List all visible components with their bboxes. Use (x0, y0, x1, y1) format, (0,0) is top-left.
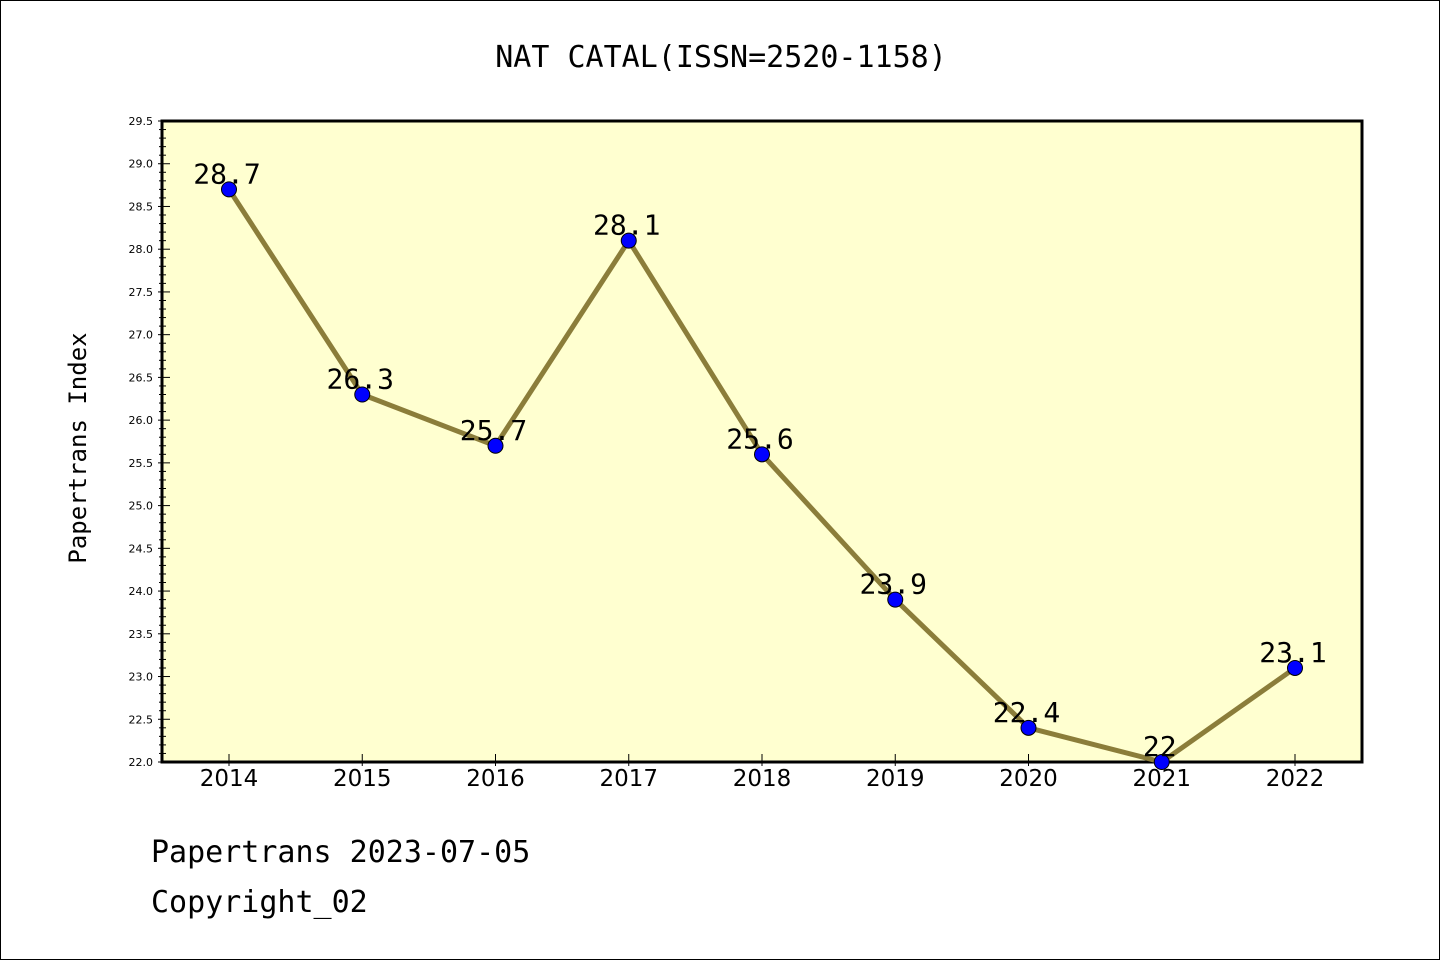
y-axis: 22.0 22.5 23.0 23.5 24.0 24.5 25.0 25.5 26.0 26.5… (129, 115, 170, 769)
plot-area (160, 119, 1364, 764)
data-point (1020, 719, 1037, 736)
y-tick-label: 22.0 (129, 756, 154, 769)
data-point (1153, 754, 1170, 770)
x-axis: 2014 2015 2016 2017 2018 2019 2020 2021 2022 (200, 754, 1325, 792)
y-tick-label: 23.5 (129, 628, 154, 641)
y-tick-label: 26.5 (129, 371, 154, 384)
x-tick-label: 2019 (866, 766, 925, 792)
data-label: 25.6 (726, 422, 793, 455)
data-label: 26.3 (327, 362, 394, 395)
footer-copyright: Copyright_02 (151, 885, 368, 920)
data-label: 22.4 (993, 696, 1060, 729)
data-point (620, 232, 637, 249)
data-label: 22 (1143, 730, 1177, 763)
y-tick-label: 29.5 (129, 115, 154, 128)
data-labels: 28.7 26.3 25.7 28.1 25.6 23.9 22.4 22 23.1 (193, 157, 1326, 763)
x-tick-label: 2015 (333, 766, 392, 792)
data-point (754, 446, 770, 463)
data-label: 23.9 (860, 568, 927, 601)
data-label: 28.1 (593, 209, 660, 242)
data-label: 28.7 (193, 157, 260, 190)
data-markers (221, 181, 1303, 770)
y-tick-label: 25.5 (129, 457, 154, 470)
y-tick-label: 25.0 (129, 500, 154, 513)
x-tick-label: 2018 (733, 766, 792, 792)
y-tick-label: 22.5 (129, 713, 154, 726)
data-label: 23.1 (1259, 636, 1326, 669)
y-tick-label: 26.0 (129, 414, 154, 427)
y-axis-label: Papertrans Index (64, 332, 92, 563)
data-label: 25.7 (460, 414, 527, 447)
chart-title: NAT CATAL(ISSN=2520-1158) (495, 40, 947, 75)
y-tick-label: 24.0 (129, 585, 154, 598)
y-tick-label: 27.0 (129, 329, 154, 342)
data-point (887, 591, 904, 608)
x-tick-label: 2022 (1266, 766, 1325, 792)
data-point (354, 386, 371, 403)
y-tick-label: 28.0 (129, 243, 154, 256)
y-tick-label: 28.5 (129, 200, 154, 213)
data-point (487, 437, 504, 454)
x-tick-label: 2021 (1132, 766, 1191, 792)
data-point (1287, 659, 1303, 676)
y-tick-label: 24.5 (129, 542, 154, 555)
footer-date: Papertrans 2023-07-05 (151, 835, 531, 870)
x-tick-label: 2016 (466, 766, 525, 792)
x-tick-label: 2020 (999, 766, 1058, 792)
data-point (221, 181, 237, 198)
y-tick-label: 27.5 (129, 286, 154, 299)
x-tick-label: 2014 (200, 766, 259, 792)
y-tick-label: 29.0 (129, 158, 154, 171)
y-tick-label: 23.0 (129, 671, 154, 684)
x-tick-label: 2017 (599, 766, 658, 792)
